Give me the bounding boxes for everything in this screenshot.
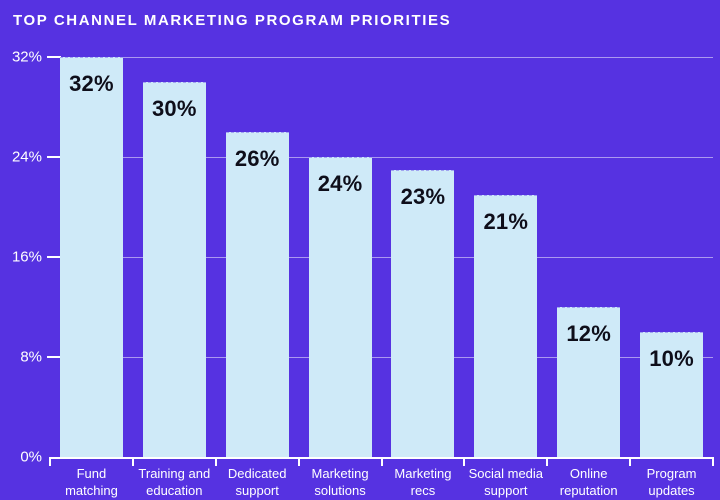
gridline [50, 357, 713, 358]
y-axis-tick-label: 32% [11, 48, 42, 66]
x-axis-category-label: Marketing solutions [299, 466, 382, 499]
y-axis-tick-label: 24% [11, 148, 42, 166]
x-axis-category-label-line: Social media [468, 466, 544, 481]
y-axis-tick-mark [47, 156, 61, 158]
bar-marketing-solutions: 24% [308, 157, 372, 457]
x-axis-tick-mark [629, 457, 632, 466]
x-axis-tick-mark [297, 457, 300, 466]
x-axis-category-label: Online reputation [547, 466, 630, 499]
x-axis-tick-mark [49, 457, 51, 466]
bar-online-reputation: 12% [557, 307, 621, 457]
bar-program-updates: 10% [640, 332, 704, 457]
bar-value-label: 21% [483, 208, 529, 234]
x-axis-tick-mark [712, 457, 714, 466]
x-axis-category-label-line: Training and [138, 466, 211, 481]
gridline [50, 57, 713, 58]
x-axis-tick-mark [214, 457, 217, 466]
x-axis-category-label: Program updates [630, 466, 713, 499]
x-axis-category-label-line: Marketing [311, 466, 369, 481]
y-axis-tick-label: 16% [11, 248, 42, 266]
bar-value-label: 10% [649, 346, 694, 371]
x-axis-category-label: Social media support [464, 466, 547, 499]
x-axis-category-label-line: reputation [559, 482, 618, 498]
x-axis-category-label-line: education [146, 482, 203, 498]
y-axis-tick-mark [47, 356, 61, 358]
x-axis-category-label-line: support [484, 482, 528, 498]
y-axis-tick-mark [47, 256, 61, 258]
y-axis-tick-label: 0% [20, 448, 42, 466]
plot-area: 32% 24% 16% 8% 0% 32% 30% 26% 24% 23% 21% 12% 10% F… [12, 49, 714, 498]
x-axis-category-label-line: Marketing [394, 466, 452, 481]
y-axis-tick-mark [47, 56, 61, 58]
x-axis-tick-mark [463, 457, 466, 466]
x-axis-category-label-line: recs [410, 482, 436, 498]
gridline [50, 157, 713, 158]
x-axis-category-label-line: matching [65, 482, 118, 498]
x-axis-category-label-line: updates [648, 482, 695, 498]
bar-value-label: 30% [151, 96, 197, 121]
x-axis-tick-mark [546, 457, 549, 466]
bar-value-label: 12% [566, 321, 611, 346]
bar-dedicated-support: 26% [225, 132, 289, 457]
x-axis-category-label: Fund matching [50, 466, 133, 499]
gridline [50, 257, 713, 258]
x-axis-category-label: Marketing recs [382, 466, 465, 499]
x-axis-category-label-line: support [235, 482, 279, 498]
bar-value-label: 23% [400, 183, 446, 209]
bar-training-and-education: 30% [142, 82, 206, 457]
x-axis-category-label: Dedicated support [216, 466, 299, 499]
x-axis-category-label-line: Online [569, 466, 608, 481]
bar-value-label: 24% [317, 171, 363, 196]
bar-social-media-support: 21% [474, 194, 538, 457]
x-axis-tick-mark [131, 457, 134, 466]
bar-value-label: 26% [234, 146, 280, 171]
bar-marketing-recs: 23% [391, 169, 455, 457]
x-axis-tick-mark [380, 457, 383, 466]
x-axis-category-label-line: Fund [76, 466, 107, 481]
x-axis-category-label: Training and education [133, 466, 216, 499]
bar-fund-matching: 32% [59, 57, 123, 457]
bar-value-label: 32% [69, 71, 114, 96]
x-axis-category-label-line: Dedicated [227, 466, 287, 481]
y-axis-tick-label: 8% [20, 348, 42, 366]
chart-title: TOP CHANNEL MARKETING PROGRAM PRIORITIES [13, 12, 452, 29]
x-axis-category-label-line: solutions [314, 482, 366, 498]
x-axis-category-label-line: Program [646, 466, 697, 481]
